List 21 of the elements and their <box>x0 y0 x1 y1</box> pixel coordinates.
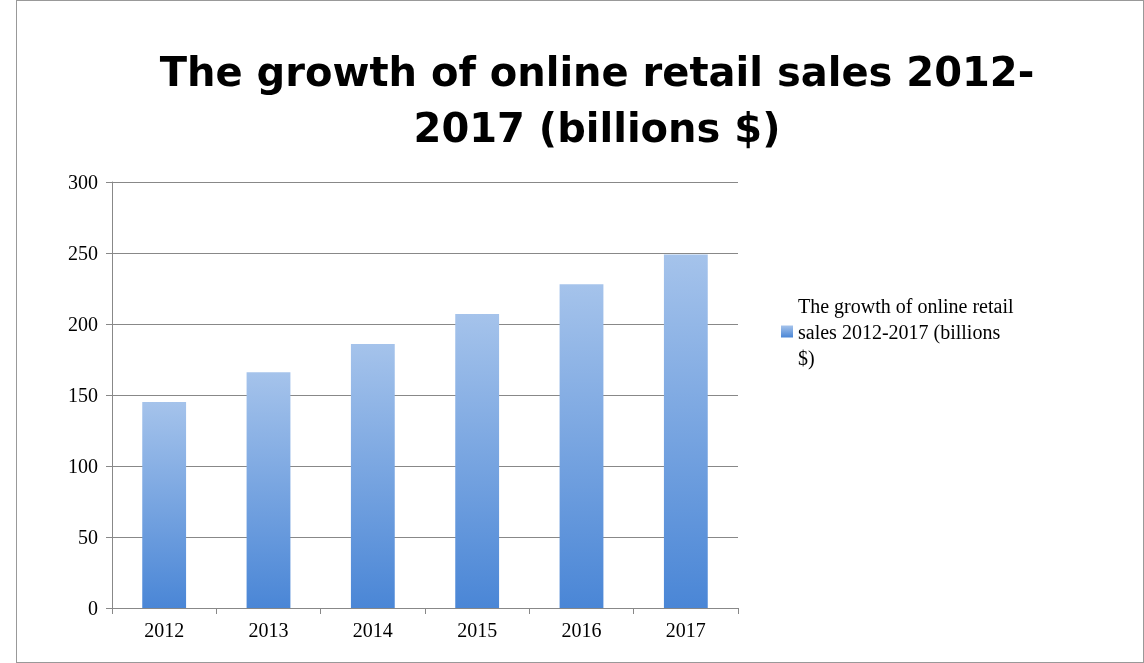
x-tick-label: 2012 <box>144 619 185 641</box>
y-tick-label: 300 <box>68 171 98 193</box>
bar <box>663 254 708 608</box>
x-tick-label: 2017 <box>665 619 706 641</box>
bar <box>246 372 291 608</box>
y-tick-label: 250 <box>68 242 98 264</box>
bar <box>142 402 187 608</box>
y-tick-label: 100 <box>68 455 98 477</box>
y-tick-label: 50 <box>78 526 98 548</box>
chart-title: The growth of online retail sales 2012- 2017 (billions $) <box>159 49 1035 151</box>
x-tick-label: 2014 <box>352 619 393 641</box>
bar <box>455 314 500 608</box>
y-tick-label: 200 <box>68 313 98 335</box>
x-tick-label: 2013 <box>248 619 289 641</box>
y-tick-label: 0 <box>88 597 98 619</box>
y-tick-label: 150 <box>68 384 98 406</box>
bar <box>559 284 604 608</box>
x-tick-label: 2015 <box>457 619 498 641</box>
bar <box>350 343 395 608</box>
x-tick-label: 2016 <box>561 619 602 641</box>
legend-label: The growth of online retail sales 2012-2017 (billions $) <box>798 294 1014 370</box>
